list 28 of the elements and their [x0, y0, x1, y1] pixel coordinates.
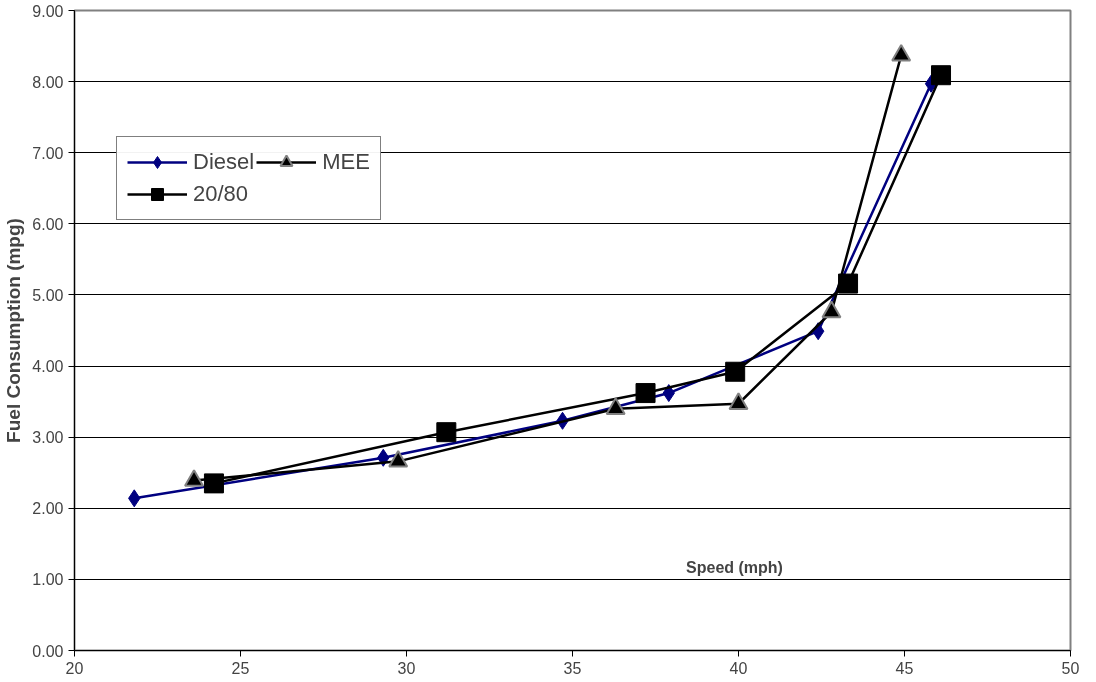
y-tick-label: 8.00 — [32, 73, 64, 91]
x-axis-title: Speed (mph) — [686, 558, 783, 576]
legend-label: 20/80 — [193, 180, 249, 208]
point — [436, 422, 457, 443]
point — [931, 65, 952, 86]
point — [838, 273, 859, 294]
x-tick-label: 30 — [397, 659, 416, 677]
legend-label: MEE — [322, 148, 370, 176]
point — [725, 361, 746, 382]
y-tick-label: 5.00 — [32, 286, 64, 304]
x-tick-label: 45 — [895, 659, 914, 677]
y-tick-label: 9.00 — [32, 2, 64, 20]
point — [203, 473, 224, 494]
y-tick-label: 2.00 — [32, 500, 64, 518]
x-tick-label: 35 — [563, 659, 582, 677]
y-tick-label: 3.00 — [32, 429, 64, 447]
x-tick-label: 40 — [729, 659, 748, 677]
legend-label: Diesel — [193, 148, 255, 176]
x-tick-label: 25 — [231, 659, 250, 677]
y-tick-label: 0.00 — [32, 642, 64, 660]
x-tick-label: 50 — [1061, 659, 1080, 677]
y-tick-label: 4.00 — [32, 358, 64, 376]
point — [635, 383, 656, 404]
y-axis-title: Fuel Consumption (mpg) — [3, 218, 25, 443]
x-tick-label: 20 — [65, 659, 84, 677]
y-tick-label: 7.00 — [32, 144, 64, 162]
y-tick-label: 6.00 — [32, 215, 64, 233]
y-tick-label: 1.00 — [32, 571, 64, 589]
